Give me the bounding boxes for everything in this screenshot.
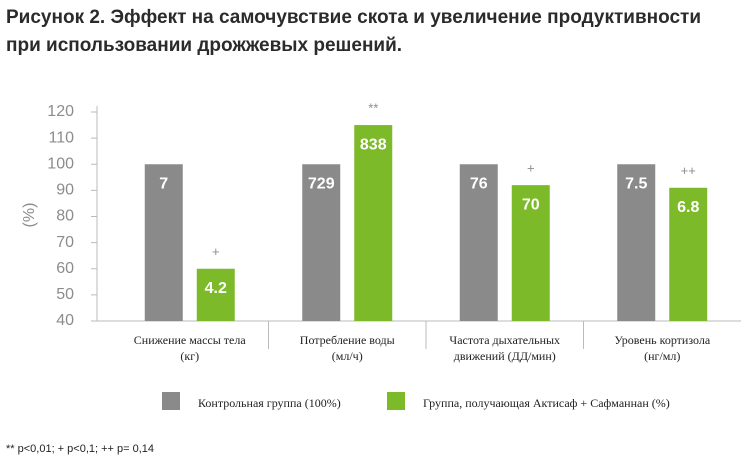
bar (669, 187, 708, 321)
x-tick-label: Уровень кортизола (614, 333, 710, 347)
value-label: 838 (360, 136, 387, 153)
y-tick-label: 90 (56, 182, 74, 199)
y-tick-label: 60 (56, 260, 74, 277)
y-tick-label: 100 (47, 155, 74, 172)
y-tick-label: 40 (56, 312, 74, 329)
value-label: 6.8 (677, 199, 699, 216)
x-tick-label: Частота дыхательных (449, 333, 560, 347)
significance-marker: ++ (681, 163, 696, 178)
y-axis-label: (%) (21, 203, 38, 228)
bar (459, 164, 498, 321)
chart-title: при использовании дрожжевых решений. (6, 35, 402, 56)
bar (354, 125, 393, 321)
y-tick-label: 120 (47, 103, 74, 120)
value-label: 4.2 (205, 280, 227, 297)
value-label: 7.5 (625, 175, 647, 192)
y-tick-label: 50 (56, 286, 74, 303)
value-label: 70 (522, 196, 540, 213)
x-tick-label: движений (ДД/мин) (454, 349, 556, 363)
y-tick-label: 110 (48, 129, 74, 146)
chart-title: Рисунок 2. Эффект на самочувствие скота … (6, 7, 701, 28)
bar (196, 268, 235, 321)
x-tick-label: Потребление воды (300, 333, 395, 347)
legend-swatch (387, 392, 405, 410)
x-tick-label: Снижение массы тела (134, 333, 247, 347)
bar (302, 164, 341, 321)
significance-marker: + (212, 244, 220, 259)
legend-label: Группа, получающая Актисаф + Сафманнан (… (423, 396, 670, 410)
value-label: 76 (470, 175, 488, 192)
y-tick-label: 80 (56, 208, 74, 225)
legend-label: Контрольная группа (100%) (198, 396, 341, 410)
bar (617, 164, 656, 321)
footnote: ** p<0,01; + p<0,1; ++ p= 0,14 (6, 443, 154, 455)
legend-swatch (162, 392, 180, 410)
significance-marker: + (527, 161, 535, 176)
x-tick-label: (нг/мл) (644, 349, 680, 363)
significance-marker: ** (368, 101, 378, 116)
x-tick-label: (кг) (180, 349, 199, 363)
value-label: 729 (308, 175, 335, 192)
x-tick-label: (мл/ч) (332, 349, 363, 363)
value-label: 7 (159, 175, 168, 192)
bar (144, 164, 183, 321)
bar (511, 185, 550, 321)
y-tick-label: 70 (56, 234, 74, 251)
